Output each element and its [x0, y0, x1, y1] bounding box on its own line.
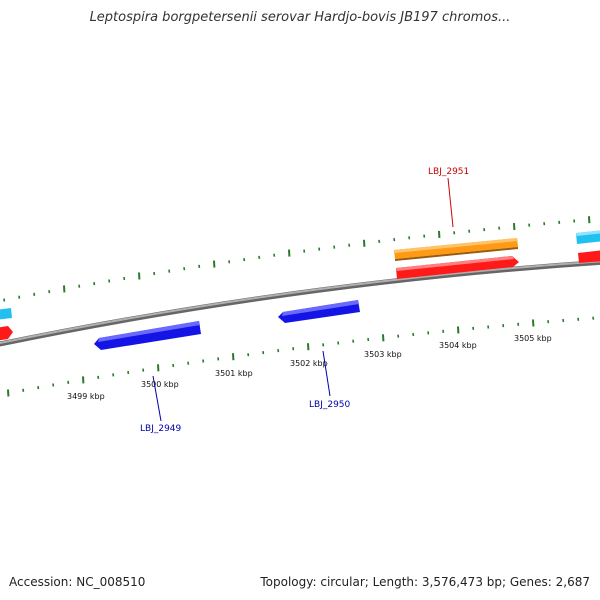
genome-summary-text: Topology: circular; Length: 3,576,473 bp…: [260, 575, 590, 589]
callout-line-LBJ_2949: [152, 375, 162, 422]
inner-tick-ring: [7, 316, 595, 397]
map-title: Leptospira borgpetersenii serovar Hardjo…: [89, 10, 511, 25]
gene-label-LBJ_2949[interactable]: LBJ_2949: [140, 424, 182, 434]
forward-gene-block[interactable]: [396, 256, 519, 279]
callout-line-LBJ_2950: [322, 350, 331, 397]
scale-label: 3502 kbp: [290, 359, 328, 368]
scale-label: 3500 kbp: [141, 380, 179, 389]
forward-gene-block-right-edge[interactable]: [578, 250, 600, 263]
gene-LBJ_2949-block[interactable]: [94, 321, 201, 350]
chromosome-backbone-highlight: [0, 260, 600, 345]
gene-LBJ_2951-block[interactable]: [394, 238, 518, 261]
scale-label: 3501 kbp: [215, 369, 253, 378]
callout-line-LBJ_2951: [447, 177, 454, 228]
scale-label: 3505 kbp: [514, 334, 552, 343]
scale-label: 3503 kbp: [364, 350, 402, 359]
other-feature-block-left-edge[interactable]: [0, 308, 12, 320]
scale-label: 3499 kbp: [67, 392, 105, 401]
gene-label-LBJ_2950[interactable]: LBJ_2950: [309, 400, 351, 410]
chromosome-backbone: [0, 259, 600, 347]
gene-LBJ_2950-block[interactable]: [278, 300, 360, 323]
gene-label-LBJ_2951[interactable]: LBJ_2951: [428, 167, 469, 177]
forward-gene-block-left-edge[interactable]: [0, 326, 13, 341]
other-feature-block-right-edge[interactable]: [576, 230, 600, 244]
outer-tick-ring: [3, 216, 591, 302]
scale-label: 3504 kbp: [439, 341, 477, 350]
accession-text: Accession: NC_008510: [9, 575, 146, 589]
